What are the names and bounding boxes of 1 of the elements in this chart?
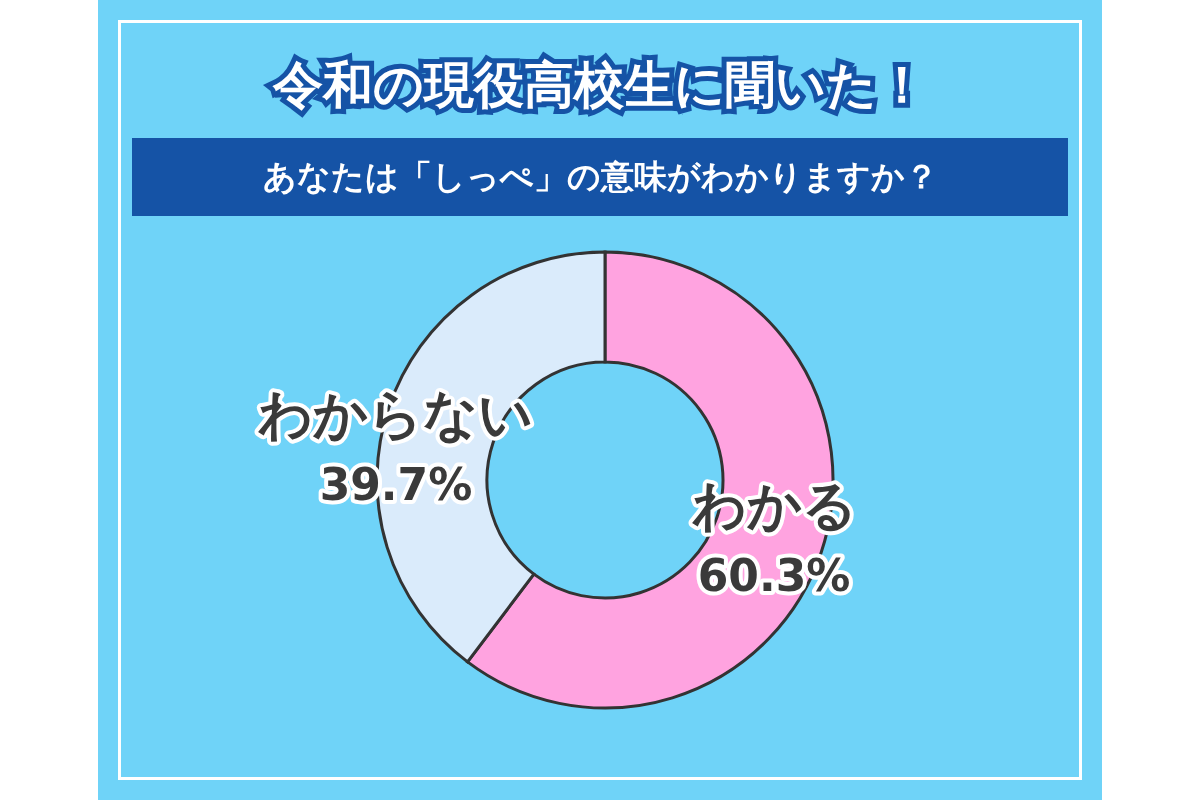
chart-subtitle: あなたは「しっぺ」の意味がわかりますか？ [132, 138, 1068, 216]
